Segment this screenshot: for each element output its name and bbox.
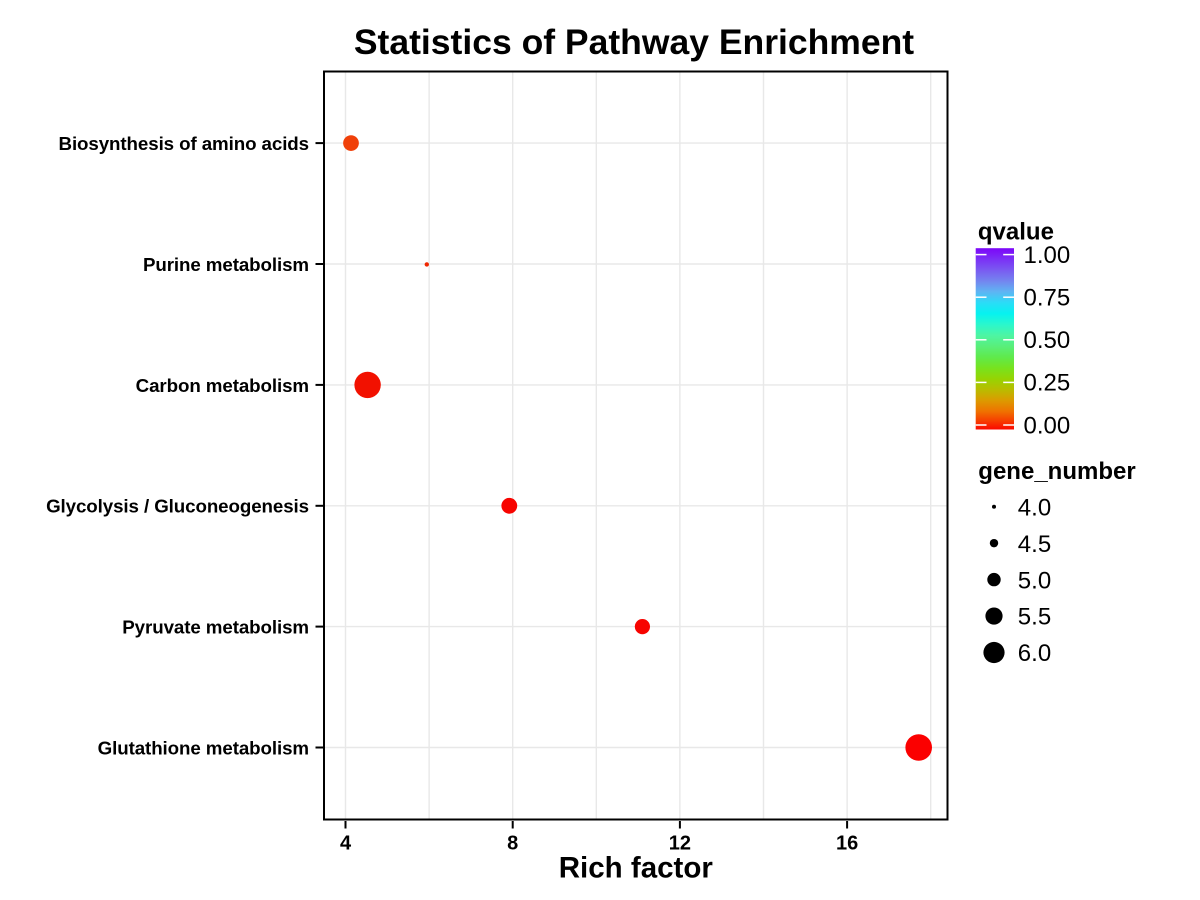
svg-text:8: 8 (507, 833, 518, 855)
svg-text:6.0: 6.0 (1018, 640, 1051, 667)
svg-text:Rich factor: Rich factor (559, 851, 714, 884)
svg-text:5.0: 5.0 (1018, 567, 1051, 594)
svg-text:Biosynthesis of amino acids: Biosynthesis of amino acids (59, 133, 310, 154)
svg-text:5.5: 5.5 (1018, 603, 1051, 630)
svg-text:1.00: 1.00 (1024, 242, 1071, 269)
svg-text:Pyruvate metabolism: Pyruvate metabolism (122, 617, 309, 638)
svg-text:16: 16 (836, 833, 858, 855)
svg-text:0.00: 0.00 (1024, 412, 1071, 439)
svg-text:qvalue: qvalue (978, 219, 1054, 246)
svg-text:Carbon metabolism: Carbon metabolism (136, 375, 309, 396)
svg-text:gene_number: gene_number (978, 458, 1135, 485)
svg-text:4.0: 4.0 (1018, 494, 1051, 521)
svg-text:0.25: 0.25 (1024, 370, 1071, 397)
svg-text:4.5: 4.5 (1018, 531, 1051, 558)
svg-text:Statistics of Pathway Enrichme: Statistics of Pathway Enrichment (354, 22, 914, 62)
svg-text:0.50: 0.50 (1024, 327, 1071, 354)
svg-text:Glycolysis / Gluconeogenesis: Glycolysis / Gluconeogenesis (46, 496, 309, 517)
svg-text:4: 4 (340, 833, 352, 855)
svg-text:Purine metabolism: Purine metabolism (143, 254, 309, 275)
svg-text:12: 12 (669, 833, 691, 855)
svg-text:Glutathione metabolism: Glutathione metabolism (98, 737, 309, 758)
svg-text:0.75: 0.75 (1024, 285, 1071, 312)
